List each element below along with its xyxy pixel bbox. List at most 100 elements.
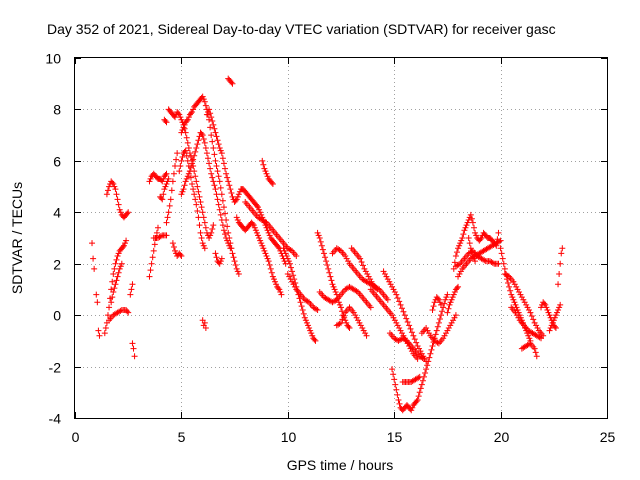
data-point — [345, 258, 352, 265]
data-point — [129, 340, 136, 347]
data-point — [231, 258, 238, 265]
data-point — [302, 317, 309, 324]
data-point — [166, 202, 173, 209]
data-point — [525, 341, 532, 348]
data-point — [276, 286, 283, 293]
data-point — [414, 343, 421, 349]
data-point — [201, 98, 208, 105]
data-point — [163, 170, 170, 177]
x-tick-label: 15 — [387, 429, 403, 445]
data-point — [163, 181, 170, 187]
data-point — [462, 224, 469, 231]
data-point — [446, 301, 453, 308]
data-point — [89, 240, 96, 247]
data-point — [413, 339, 420, 346]
y-tick-labels: -4 -2 0 2 4 6 8 10 — [45, 51, 61, 427]
data-point — [508, 291, 515, 298]
data-point — [226, 242, 233, 249]
data-point — [403, 315, 410, 322]
data-point — [124, 210, 131, 217]
data-point — [298, 303, 305, 310]
data-point — [165, 209, 172, 216]
data-point — [472, 258, 479, 265]
data-point — [309, 332, 316, 339]
data-point — [263, 170, 270, 177]
data-point — [322, 254, 329, 261]
data-point — [202, 224, 209, 231]
data-point — [469, 253, 476, 259]
data-point — [545, 309, 552, 316]
data-point — [384, 276, 391, 283]
data-point — [218, 191, 225, 198]
data-point — [386, 278, 393, 285]
data-point — [115, 269, 122, 276]
data-point — [162, 183, 169, 190]
data-point — [215, 173, 222, 180]
data-point — [233, 214, 240, 221]
data-point — [200, 136, 207, 142]
data-point — [365, 273, 372, 280]
data-point — [390, 314, 397, 321]
data-point — [407, 325, 414, 332]
data-point — [102, 325, 109, 331]
data-point — [340, 313, 347, 319]
data-point — [153, 229, 160, 236]
data-point — [401, 312, 408, 319]
data-point — [177, 114, 184, 121]
data-point — [203, 111, 210, 118]
data-point — [162, 172, 169, 178]
data-point — [185, 114, 192, 121]
data-point — [182, 178, 189, 185]
data-point — [394, 322, 401, 329]
data-point — [547, 325, 554, 331]
data-point — [219, 222, 226, 229]
data-point — [305, 322, 312, 329]
data-point — [391, 289, 398, 295]
data-point — [203, 150, 210, 157]
data-point — [353, 314, 360, 321]
data-point — [148, 260, 155, 267]
data-point — [511, 299, 518, 306]
data-point — [393, 319, 400, 326]
data-point — [511, 281, 518, 288]
data-point — [147, 267, 154, 274]
data-point — [158, 195, 165, 202]
data-point — [342, 253, 349, 259]
data-point — [546, 327, 553, 334]
data-point — [207, 232, 214, 239]
data-point — [512, 301, 519, 308]
plot-frame — [74, 57, 608, 419]
data-point — [195, 214, 202, 221]
x-tick-label: 25 — [600, 429, 616, 445]
data-point — [227, 186, 234, 193]
data-point — [130, 345, 137, 352]
data-point — [350, 309, 357, 316]
data-point — [183, 118, 190, 124]
data-point — [497, 245, 504, 252]
data-point — [261, 247, 268, 254]
data-point — [363, 332, 370, 339]
data-point — [209, 226, 216, 232]
data-point — [116, 206, 123, 213]
data-point — [194, 183, 201, 190]
data-point — [199, 209, 206, 216]
data-point — [213, 163, 220, 169]
data-point — [466, 240, 473, 247]
data-point — [209, 174, 216, 181]
data-point — [211, 151, 218, 158]
data-point — [249, 220, 256, 227]
data-point — [444, 291, 451, 298]
data-point — [516, 289, 523, 295]
data-point — [384, 296, 391, 303]
data-point — [259, 157, 266, 164]
x-tick-label: 20 — [494, 429, 510, 445]
data-point — [111, 265, 118, 272]
y-tick-label: 2 — [53, 257, 61, 273]
data-point — [439, 308, 446, 315]
data-point — [533, 353, 540, 360]
data-point — [154, 224, 161, 231]
data-point — [468, 249, 475, 256]
data-point — [101, 330, 108, 337]
data-point — [400, 332, 407, 339]
